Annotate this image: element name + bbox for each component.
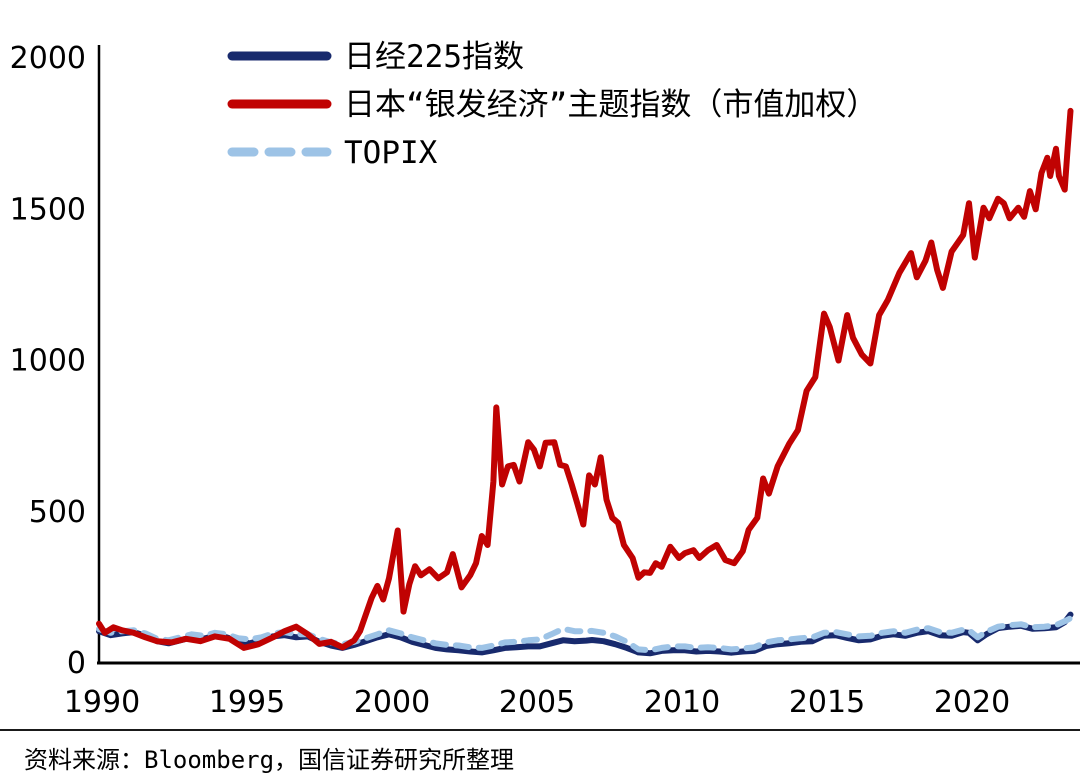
y-tick-label: 500 <box>29 495 86 530</box>
series-line-1 <box>96 107 1074 651</box>
y-tick-label: 1500 <box>10 192 86 227</box>
x-tick-label: 2015 <box>789 685 865 720</box>
source-note: 资料来源：Bloomberg，国信证券研究所整理 <box>24 746 515 774</box>
x-tick-label: 1995 <box>209 685 285 720</box>
series-line-2 <box>96 615 1074 654</box>
x-tick-label: 2020 <box>934 685 1010 720</box>
footer-divider <box>0 729 1080 731</box>
legend-label-2: TOPIX <box>344 135 438 171</box>
legend-label-1: 日本“银发经济”主题指数（市值加权） <box>344 87 877 123</box>
y-tick-label: 2000 <box>10 41 86 76</box>
x-tick-label: 2010 <box>644 685 720 720</box>
y-tick-label: 0 <box>67 646 86 681</box>
x-tick-label: 2000 <box>354 685 430 720</box>
x-tick-label: 2005 <box>499 685 575 720</box>
y-tick-label: 1000 <box>10 344 86 379</box>
x-tick-label: 1990 <box>64 685 140 720</box>
legend-label-0: 日经225指数 <box>344 39 524 75</box>
chart-plot-area: 0 500 1000 1500 2000 1990 1995 2000 2005 2010 2015… <box>10 39 1080 720</box>
